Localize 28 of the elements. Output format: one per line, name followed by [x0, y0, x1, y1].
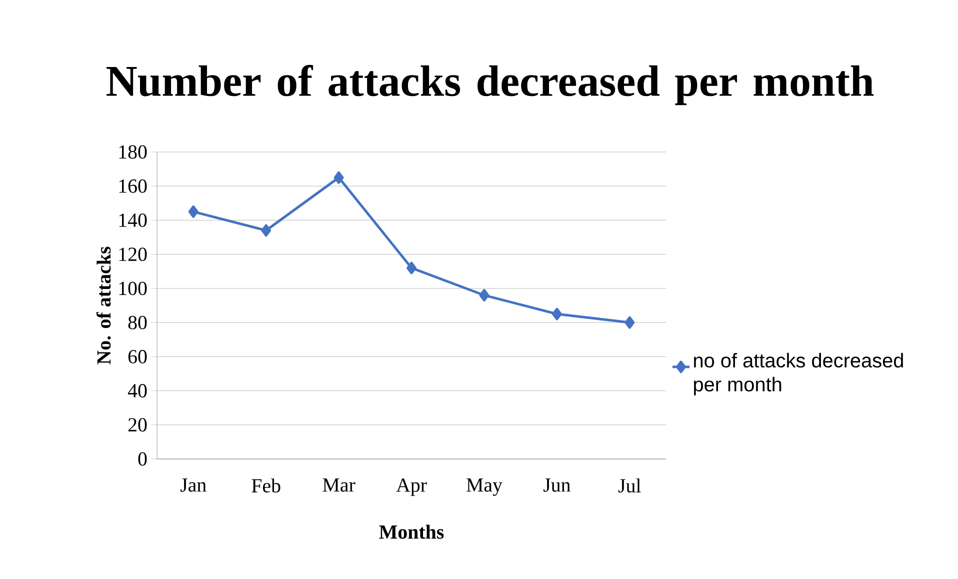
x-tick-label: Jun: [544, 478, 570, 492]
x-tick-label: May: [466, 478, 502, 496]
y-tick-label: 140: [119, 213, 147, 227]
y-tick-label: 120: [119, 248, 147, 262]
point: [406, 262, 416, 274]
x-tick-label: Jan: [180, 478, 206, 492]
y-tick-label: 0: [138, 452, 147, 466]
y-tick-label: 160: [119, 179, 147, 193]
y-tick-label: 180: [119, 145, 147, 159]
x-tick-label: Apr: [396, 478, 427, 496]
point: [334, 171, 344, 184]
x-tick-label: Mar: [322, 478, 356, 492]
y-tick-label: 80: [128, 316, 147, 330]
point: [261, 224, 272, 237]
x-tick-label: Feb: [252, 478, 280, 493]
y-tick-label: 20: [128, 418, 147, 432]
legend-label: no of attacks decreased per month: [694, 352, 903, 396]
point: [479, 289, 490, 302]
x-tick-label: Jul: [618, 478, 641, 493]
y-tick-label: 40: [128, 384, 147, 398]
chart-title: Number of attacks decreased per month: [106, 64, 874, 106]
y-axis-title: No. of attacks: [96, 246, 111, 364]
point: [624, 316, 635, 329]
point: [188, 205, 198, 218]
point: [552, 308, 562, 320]
y-tick-label: 100: [119, 282, 147, 296]
y-tick-label: 60: [128, 350, 147, 364]
x-axis-title: Months: [379, 524, 444, 539]
